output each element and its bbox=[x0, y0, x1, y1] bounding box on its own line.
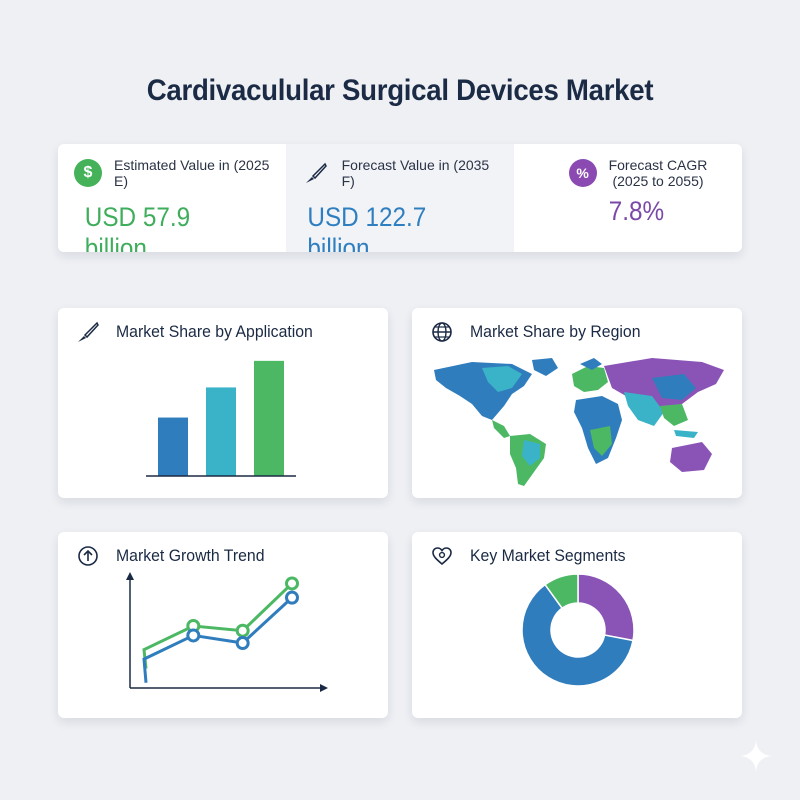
map-china bbox=[652, 374, 696, 400]
x-axis-arrow bbox=[320, 684, 328, 692]
map-greenland bbox=[532, 358, 558, 376]
kpi-label: Forecast Value in (2035 F) bbox=[341, 157, 490, 189]
pie-slice bbox=[577, 573, 635, 642]
kpi-estimated-value: $ Estimated Value in (2025 E) USD 57.9 b… bbox=[58, 144, 286, 252]
map-indonesia bbox=[674, 430, 698, 438]
scalpel-icon bbox=[74, 318, 102, 346]
panel-title: Key Market Segments bbox=[470, 546, 626, 565]
kpi-value: USD 122.7 billion bbox=[307, 202, 427, 252]
series-line bbox=[142, 582, 294, 669]
map-europe bbox=[572, 366, 608, 392]
region-panel: Market Share by Region bbox=[412, 308, 742, 498]
percent-icon: % bbox=[568, 159, 597, 187]
map-africa-south bbox=[590, 426, 612, 456]
dollar-icon: $ bbox=[74, 159, 102, 187]
data-point bbox=[285, 590, 299, 605]
pie-slice bbox=[521, 583, 634, 687]
sparkle-icon bbox=[740, 740, 772, 772]
line-chart bbox=[126, 572, 328, 692]
panel-title: Market Share by Region bbox=[470, 322, 641, 341]
kpi-value: 7.8% bbox=[608, 196, 665, 226]
kpi-label: Forecast CAGR (2025 to 2055) bbox=[609, 157, 708, 189]
arrow-up-circle-icon bbox=[74, 542, 102, 570]
application-panel: Market Share by Application bbox=[58, 308, 388, 498]
map-central-america bbox=[492, 420, 510, 438]
bar bbox=[158, 417, 188, 476]
segments-panel: Key Market Segments bbox=[412, 532, 742, 718]
map-south-america-east bbox=[522, 440, 540, 466]
kpi-label-line1: Forecast CAGR bbox=[608, 157, 708, 173]
map-north-america-east bbox=[482, 366, 522, 392]
y-axis-arrow bbox=[126, 572, 134, 580]
donut-chart bbox=[521, 573, 635, 687]
globe-icon bbox=[428, 318, 456, 346]
map-asia-south bbox=[624, 392, 664, 426]
bar bbox=[206, 387, 236, 476]
map-australia bbox=[670, 442, 712, 472]
kpi-forecast-value: Forecast Value in (2035 F) USD 122.7 bil… bbox=[286, 144, 514, 252]
growth-panel: Market Growth Trend bbox=[58, 532, 388, 718]
data-point bbox=[235, 636, 250, 651]
kpi-label: Estimated Value in (2025 E) bbox=[114, 157, 270, 189]
data-point bbox=[186, 628, 201, 643]
data-point bbox=[285, 576, 299, 591]
map-north-america bbox=[434, 362, 532, 420]
map-europe-north bbox=[580, 358, 602, 370]
map-southeast-asia bbox=[660, 404, 688, 426]
heart-gear-icon bbox=[428, 542, 456, 570]
page-title: Cardivaculular Surgical Devices Market bbox=[146, 74, 654, 107]
bar-chart bbox=[146, 360, 296, 477]
kpi-label-line2: (2025 to 2055) bbox=[612, 173, 704, 189]
bar bbox=[254, 360, 284, 476]
panel-title: Market Growth Trend bbox=[116, 546, 265, 565]
pie-slice bbox=[544, 573, 579, 610]
data-point bbox=[235, 623, 250, 638]
panel-title: Market Share by Application bbox=[116, 322, 313, 341]
world-map bbox=[434, 358, 724, 486]
kpi-forecast-cagr: % Forecast CAGR (2025 to 2055) 7.8% bbox=[514, 144, 742, 252]
kpi-value: USD 57.9 billion bbox=[84, 202, 191, 252]
kpi-row: $ Estimated Value in (2025 E) USD 57.9 b… bbox=[58, 144, 742, 252]
scalpel-icon bbox=[302, 159, 330, 187]
